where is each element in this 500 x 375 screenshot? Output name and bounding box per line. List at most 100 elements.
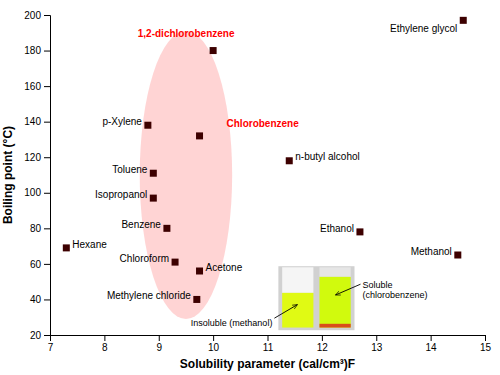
annotation-line: Insoluble (methanol)	[191, 318, 273, 328]
point-label: Benzene	[121, 219, 161, 230]
x-tick-mark	[104, 335, 105, 341]
annotation: Soluble(chlorobenzene)	[363, 280, 428, 300]
point	[210, 47, 217, 54]
y-tick: 20	[30, 330, 50, 341]
y-tick-mark	[44, 193, 50, 194]
point-label: Hexane	[72, 239, 107, 250]
point	[172, 259, 179, 266]
point	[63, 244, 70, 251]
x-tick-mark	[159, 335, 160, 341]
annotation-line: (chlorobenzene)	[363, 290, 428, 300]
x-tick-mark	[376, 335, 377, 341]
x-tick: 7	[48, 335, 54, 353]
y-tick-mark	[44, 15, 50, 16]
y-tick: 120	[24, 152, 50, 163]
point	[454, 252, 461, 259]
x-axis-title: Solubility parameter (cal/cm³)F	[180, 357, 355, 371]
vial-photo-part	[278, 266, 354, 330]
y-tick-mark	[44, 51, 50, 52]
x-tick-mark	[322, 335, 323, 341]
point-label: Ethylene glycol	[390, 23, 457, 34]
x-tick-label: 14	[426, 342, 438, 353]
x-tick-label: 13	[371, 342, 383, 353]
point	[193, 296, 200, 303]
point	[150, 195, 157, 202]
y-tick: 40	[30, 294, 50, 305]
y-tick-label: 60	[30, 259, 42, 270]
y-tick-mark	[44, 157, 50, 158]
point-label: Methanol	[411, 246, 452, 257]
x-axis: 7 8 9 10 11 12 13 14 15	[48, 335, 492, 353]
point	[163, 225, 170, 232]
x-tick-label: 15	[480, 342, 492, 353]
y-tick-label: 40	[30, 294, 42, 305]
vial-photo	[278, 266, 354, 330]
x-tick-mark	[213, 335, 214, 341]
point-label: Acetone	[206, 262, 243, 273]
point	[286, 157, 293, 164]
y-tick-mark	[44, 122, 50, 123]
y-tick-mark	[44, 86, 50, 87]
plot: 7891011121314152040608010012014016018020…	[1, 10, 491, 371]
marks	[63, 17, 467, 319]
good-solvent-region	[140, 31, 232, 319]
x-tick: 11	[263, 335, 274, 353]
x-tick-mark	[485, 335, 486, 341]
y-tick-mark	[44, 299, 50, 300]
y-tick-mark	[44, 228, 50, 229]
chart: 7891011121314152040608010012014016018020…	[0, 0, 500, 375]
point-label: 1,2-dichlorobenzene	[138, 28, 235, 39]
x-tick-label: 12	[317, 342, 329, 353]
y-tick-mark	[44, 335, 50, 336]
point-label: n-butyl alcohol	[295, 151, 359, 162]
vial-photo-part	[319, 324, 350, 328]
y-tick-label: 20	[30, 330, 42, 341]
vial-photo-part	[282, 293, 313, 328]
y-axis: 20 40 60 80 100 120 140 160 180 200	[24, 10, 50, 341]
y-axis-line	[44, 16, 51, 336]
y-tick: 180	[24, 45, 50, 56]
y-axis-title: Boiling point (°C)	[1, 126, 15, 224]
y-tick-label: 140	[24, 116, 41, 127]
x-tick: 15	[480, 335, 492, 353]
y-tick-label: 200	[24, 10, 41, 21]
point-label: Chlorobenzene	[227, 118, 300, 129]
point	[196, 268, 203, 275]
x-tick: 10	[208, 335, 220, 353]
annotation-arrow	[335, 284, 360, 295]
point	[460, 17, 467, 24]
vial-photo-part	[282, 267, 313, 293]
x-tick-label: 9	[156, 342, 162, 353]
annotation-line: Soluble	[363, 280, 393, 290]
annotation-arrow	[274, 305, 297, 319]
point-label: Methylene chloride	[107, 290, 191, 301]
point-label: Isopropanol	[95, 189, 147, 200]
annotation: Insoluble (methanol)	[191, 318, 273, 328]
y-tick: 160	[24, 81, 50, 92]
y-tick-label: 160	[24, 81, 41, 92]
point	[196, 132, 203, 139]
x-tick: 8	[102, 335, 108, 353]
y-tick: 140	[24, 116, 50, 127]
y-tick: 200	[24, 10, 50, 21]
y-tick-label: 100	[24, 187, 41, 198]
annotations: Insoluble (methanol) Soluble(chlorobenzen…	[191, 280, 428, 328]
y-tick-label: 80	[30, 223, 42, 234]
vial-photo-part	[319, 277, 350, 328]
x-tick-label: 8	[102, 342, 108, 353]
y-tick: 80	[30, 223, 50, 234]
y-tick: 60	[30, 259, 50, 270]
point	[150, 170, 157, 177]
point-label: Chloroform	[120, 253, 169, 264]
point	[144, 122, 151, 129]
y-tick: 100	[24, 187, 50, 198]
point	[356, 228, 363, 235]
x-tick-label: 10	[208, 342, 220, 353]
point-labels: Hexanep-XyleneTolueneIsopropanolBenzeneC…	[72, 23, 457, 302]
x-tick: 13	[371, 335, 383, 353]
x-tick-mark	[431, 335, 432, 341]
y-tick-label: 120	[24, 152, 41, 163]
point-label: p-Xylene	[102, 116, 142, 127]
x-tick-label: 7	[48, 342, 54, 353]
x-tick-mark	[268, 335, 269, 341]
